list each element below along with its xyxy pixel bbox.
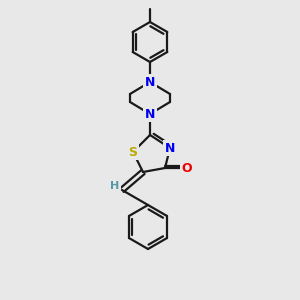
Text: N: N	[145, 107, 155, 121]
Text: S: S	[128, 146, 137, 158]
Text: N: N	[145, 76, 155, 88]
Text: H: H	[110, 181, 120, 191]
Text: N: N	[165, 142, 175, 154]
Text: O: O	[182, 161, 192, 175]
